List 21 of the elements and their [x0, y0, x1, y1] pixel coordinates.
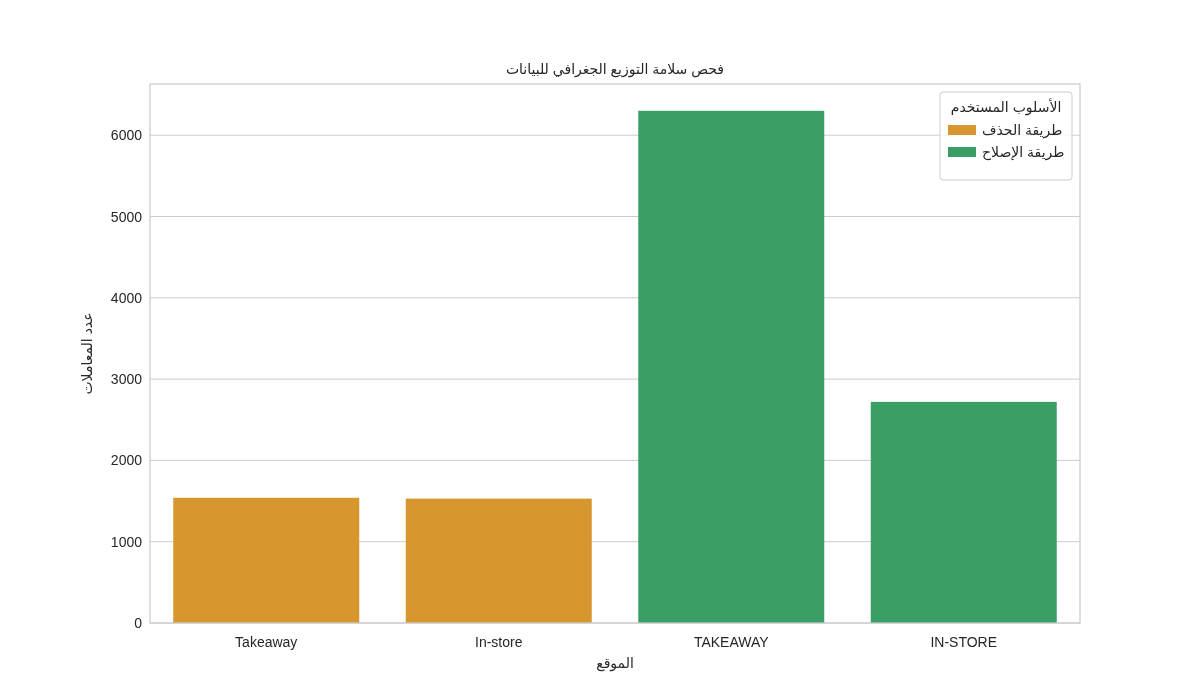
bar [870, 401, 1057, 623]
x-axis-title: الموقع [596, 655, 634, 672]
legend-label: طريقة الحذف [982, 122, 1063, 139]
x-tick-label: In-store [475, 634, 523, 650]
x-tick-label: IN-STORE [930, 634, 998, 650]
bar [405, 498, 592, 623]
bar [173, 497, 360, 623]
y-tick-label: 4000 [110, 289, 143, 306]
y-tick-label: 3000 [110, 371, 143, 388]
y-tick-label: 6000 [110, 127, 143, 144]
y-tick-label: 1000 [110, 533, 143, 550]
y-tick-label: 2000 [110, 452, 143, 469]
legend-title: الأسلوب المستخدم [950, 98, 1062, 116]
y-tick-label: 5000 [110, 208, 143, 225]
legend-label: طريقة الإصلاح [982, 144, 1065, 161]
x-tick-label: Takeaway [235, 634, 298, 650]
x-tick-label: TAKEAWAY [693, 634, 770, 650]
y-axis-title: عدد المعاملات [79, 312, 95, 395]
bar [638, 110, 825, 623]
chart-title: فحص سلامة التوزيع الجغرافي للبيانات [505, 61, 725, 78]
y-tick-label: 0 [134, 615, 143, 631]
